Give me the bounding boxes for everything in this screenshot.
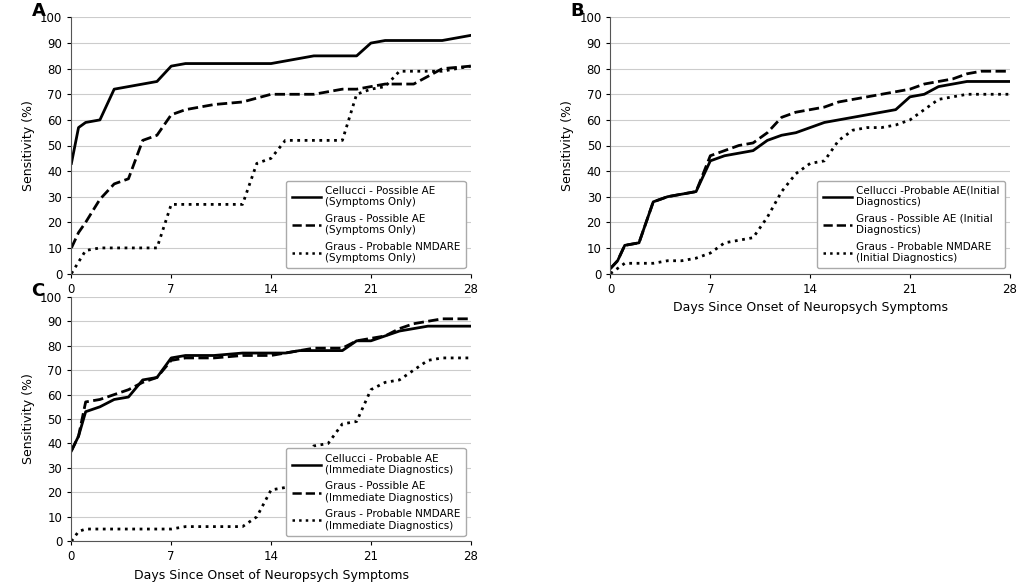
Legend: Cellucci -Probable AE(Initial
Diagnostics), Graus - Possible AE (Initial
Diagnos: Cellucci -Probable AE(Initial Diagnostic… (816, 180, 1004, 268)
Text: A: A (32, 2, 45, 20)
Text: B: B (570, 2, 584, 20)
X-axis label: Days Since Onset of Neuropsych Symptoms: Days Since Onset of Neuropsych Symptoms (133, 569, 409, 582)
X-axis label: Days Since Onset of Neuropsych Symptoms: Days Since Onset of Neuropsych Symptoms (133, 301, 409, 314)
X-axis label: Days Since Onset of Neuropsych Symptoms: Days Since Onset of Neuropsych Symptoms (672, 301, 947, 314)
Y-axis label: Sensitivity (%): Sensitivity (%) (21, 100, 35, 191)
Text: C: C (32, 282, 45, 300)
Y-axis label: Sensitivity (%): Sensitivity (%) (21, 374, 35, 464)
Legend: Cellucci - Probable AE
(Immediate Diagnostics), Graus - Possible AE
(Immediate D: Cellucci - Probable AE (Immediate Diagno… (286, 448, 465, 536)
Y-axis label: Sensitivity (%): Sensitivity (%) (560, 100, 573, 191)
Legend: Cellucci - Possible AE
(Symptoms Only), Graus - Possible AE
(Symptoms Only), Gra: Cellucci - Possible AE (Symptoms Only), … (286, 180, 465, 268)
